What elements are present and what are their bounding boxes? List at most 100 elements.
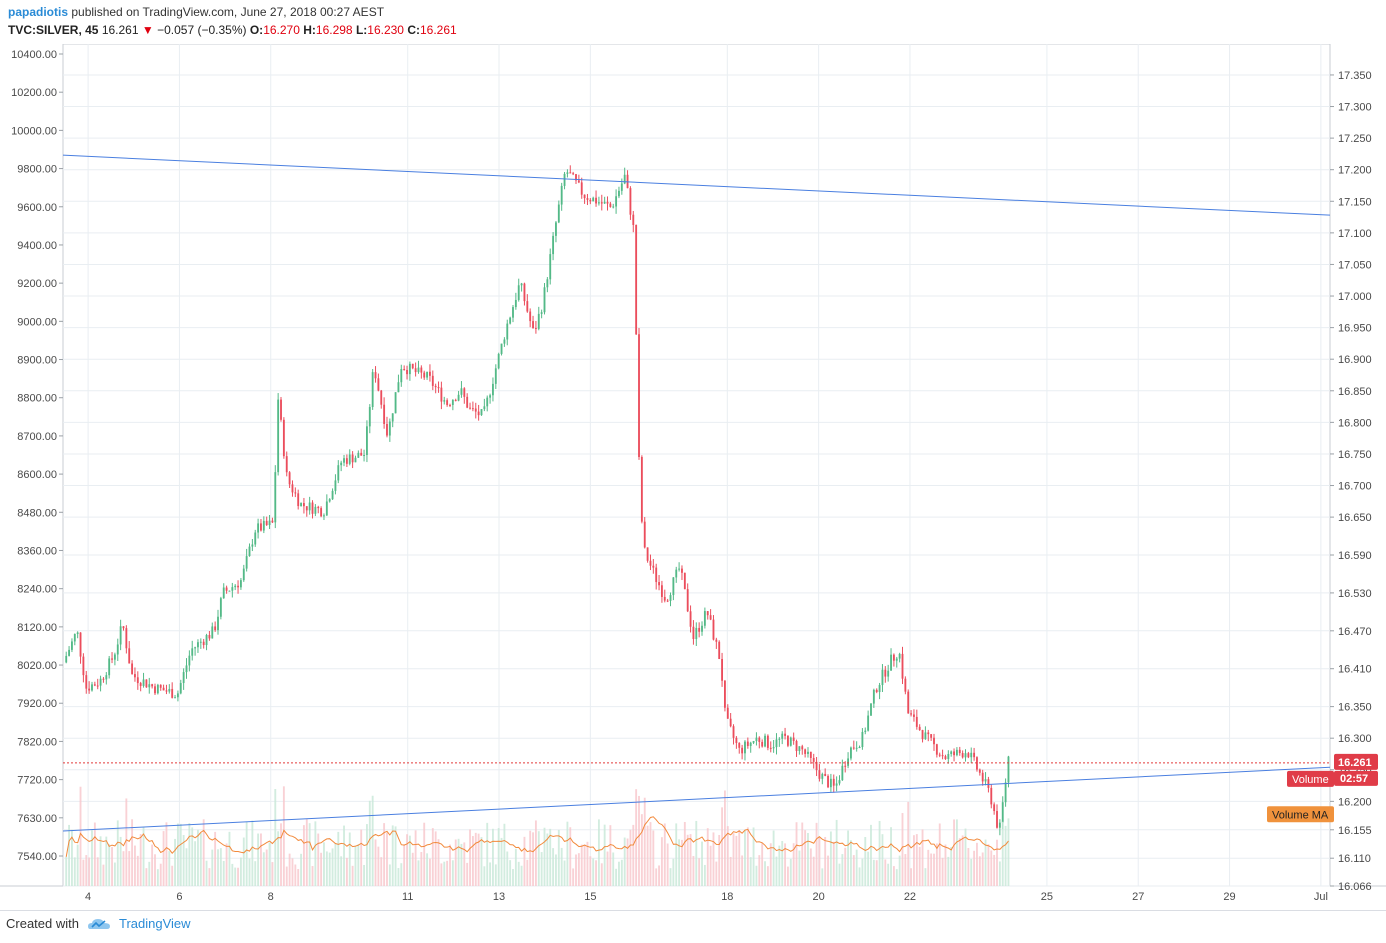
candle-up xyxy=(950,751,953,755)
candle-down xyxy=(145,679,148,688)
volume-bar xyxy=(744,830,746,886)
volume-bar xyxy=(683,821,686,886)
candle-up xyxy=(492,383,494,396)
candle-up xyxy=(612,206,615,208)
volume-bar xyxy=(486,822,489,886)
volume-bar xyxy=(463,842,466,886)
volume-bar xyxy=(921,829,924,886)
candle-down xyxy=(526,301,529,312)
candle-down xyxy=(139,683,142,686)
volume-bar xyxy=(976,842,978,886)
volume-bar xyxy=(388,864,391,886)
volume-bar xyxy=(970,858,973,886)
volume-bar xyxy=(855,849,858,886)
candle-up xyxy=(503,339,506,344)
volume-bar xyxy=(337,831,340,886)
candle-down xyxy=(910,713,913,715)
trend-line[interactable] xyxy=(62,766,1331,832)
volume-bar xyxy=(257,833,260,886)
candle-up xyxy=(509,317,512,324)
x-tick-label: 15 xyxy=(584,891,596,903)
volume-bar xyxy=(666,843,669,886)
candle-up xyxy=(188,655,191,666)
candle-down xyxy=(294,492,297,494)
last-price-badge xyxy=(1334,753,1378,770)
candle-up xyxy=(500,343,503,354)
volume-bar xyxy=(597,819,600,886)
volume-bar xyxy=(492,828,494,886)
volume-bar xyxy=(73,857,76,886)
volume-bar xyxy=(437,839,440,886)
candle-up xyxy=(105,675,108,680)
y-tick-label-left: 7540.00 xyxy=(17,851,57,863)
candle-down xyxy=(901,653,904,679)
volume-bar xyxy=(655,868,658,886)
x-tick-label: 27 xyxy=(1132,891,1144,903)
candle-down xyxy=(302,503,305,507)
volume-bar xyxy=(918,846,921,886)
volume-bar xyxy=(804,830,807,886)
candle-up xyxy=(867,715,870,731)
candle-down xyxy=(723,680,726,708)
candle-down xyxy=(311,502,314,514)
volume-bar xyxy=(211,849,214,886)
candle-down xyxy=(305,506,308,511)
volume-bar xyxy=(489,862,492,886)
volume-bar xyxy=(471,836,474,886)
y-tick-label-right: 17.050 xyxy=(1338,259,1372,271)
volume-bar xyxy=(600,863,603,886)
candle-down xyxy=(431,375,434,386)
author-link[interactable]: papadiotis xyxy=(8,5,69,19)
candle-down xyxy=(128,648,131,664)
volume-bar xyxy=(354,846,357,886)
volume-bar xyxy=(529,830,532,886)
candle-down xyxy=(712,619,715,640)
volume-bar xyxy=(701,841,703,886)
volume-bar xyxy=(841,854,844,886)
volume-bar xyxy=(282,786,285,886)
tradingview-link[interactable]: TradingView xyxy=(118,916,191,931)
candle-down xyxy=(583,194,586,199)
candle-up xyxy=(557,204,560,223)
candle-down xyxy=(469,407,471,409)
candle-down xyxy=(125,628,128,649)
volume-bar xyxy=(892,866,895,886)
volume-bar xyxy=(291,858,294,886)
candle-down xyxy=(638,334,640,457)
volume-bar xyxy=(414,830,417,886)
candle-down xyxy=(629,188,632,215)
price-chart[interactable]: 4 6 8 11 13 15 18 20 22 25 27 29 Jul 17.350 17.300 17.2… xyxy=(0,44,1386,910)
x-tick-label: 20 xyxy=(813,891,825,903)
volume-bar xyxy=(746,827,749,886)
candle-down xyxy=(649,560,652,566)
volume-bar xyxy=(520,865,523,886)
volume-bar xyxy=(577,853,580,886)
candle-up xyxy=(494,368,497,384)
candle-down xyxy=(609,203,612,207)
candle-down xyxy=(792,737,795,741)
candle-up xyxy=(366,426,368,456)
candle-down xyxy=(586,198,589,200)
volume-bar xyxy=(182,835,185,886)
trend-line[interactable] xyxy=(62,154,1331,216)
volume-bar xyxy=(795,822,798,886)
volume-bar xyxy=(669,868,672,886)
volume-bar xyxy=(334,843,337,886)
candle-up xyxy=(1007,756,1010,783)
candle-down xyxy=(377,378,380,391)
candle-down xyxy=(214,626,217,631)
candle-up xyxy=(176,693,179,698)
candle-up xyxy=(277,399,280,473)
volume-bar xyxy=(96,857,99,886)
candle-up xyxy=(348,454,351,464)
volume-bar xyxy=(726,826,729,886)
candle-up xyxy=(274,472,277,523)
x-tick-label: 4 xyxy=(85,891,91,903)
volume-bar xyxy=(930,853,933,886)
candle-down xyxy=(683,572,686,590)
volume-bar xyxy=(397,868,400,886)
volume-bar xyxy=(512,869,514,886)
volume-bar xyxy=(555,854,557,886)
volume-bar xyxy=(589,856,592,886)
volume-bar xyxy=(1004,825,1007,886)
